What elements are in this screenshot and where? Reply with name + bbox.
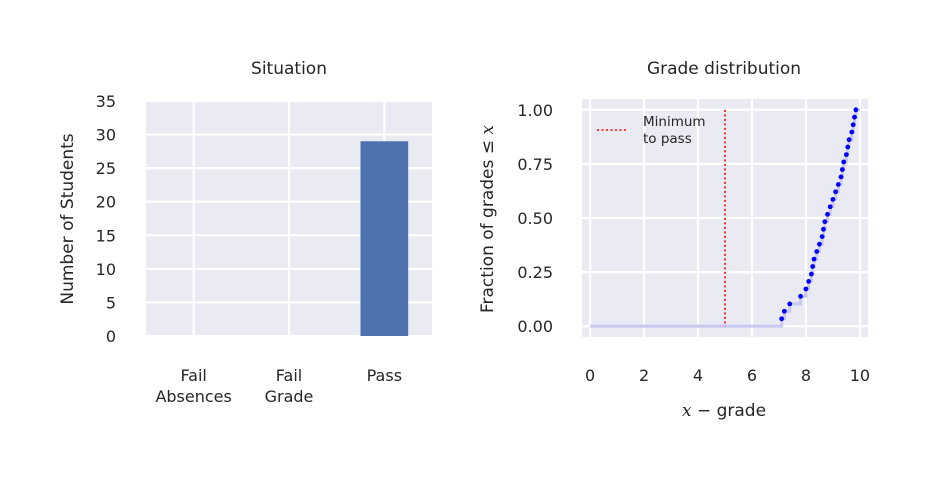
cdf-point bbox=[853, 107, 859, 113]
cdf-x-tick-labels: 0 2 4 6 8 10 bbox=[585, 366, 870, 385]
cdf-point bbox=[838, 174, 844, 180]
bar-y-tick-label: 15 bbox=[96, 226, 116, 245]
bar-y-axis-label: Number of Students bbox=[58, 133, 78, 304]
bar-x-tick-label: Fail bbox=[276, 366, 302, 385]
bar-x-tick-labels: Fail Absences Fail Grade Pass bbox=[155, 366, 402, 406]
bar-x-tick-label: Pass bbox=[367, 366, 402, 385]
cdf-points bbox=[779, 107, 859, 322]
cdf-point bbox=[833, 189, 839, 195]
cdf-point bbox=[841, 159, 847, 165]
bar-y-tick-label: 20 bbox=[96, 193, 116, 212]
bar-x-tick-label: Absences bbox=[155, 387, 231, 406]
cdf-point bbox=[781, 308, 787, 314]
cdf-x-tick-label: 4 bbox=[693, 366, 703, 385]
bar-chart-title: Situation bbox=[251, 59, 327, 79]
cdf-point bbox=[821, 226, 826, 232]
bar bbox=[360, 141, 409, 336]
cdf-y-tick-label: 0.25 bbox=[517, 263, 553, 282]
cdf-point bbox=[811, 256, 817, 262]
cdf-point bbox=[806, 278, 812, 284]
bar-y-tick-label: 10 bbox=[96, 260, 116, 279]
cdf-point bbox=[814, 249, 820, 254]
cdf-chart-title: Grade distribution bbox=[647, 59, 801, 79]
cdf-point bbox=[844, 152, 849, 158]
situation-bar-chart: 0 5 10 15 20 25 30 35 Fail Absences Fail Grade Pass… bbox=[58, 59, 432, 406]
cdf-point bbox=[835, 182, 841, 187]
cdf-point bbox=[803, 286, 809, 292]
cdf-x-axis-label: x − grade bbox=[682, 401, 766, 421]
cdf-point bbox=[849, 129, 855, 135]
cdf-point bbox=[850, 122, 856, 128]
cdf-point bbox=[779, 316, 785, 322]
cdf-point bbox=[817, 241, 822, 247]
cdf-legend: Minimum to pass bbox=[597, 114, 706, 147]
bar-x-tick-label: Grade bbox=[265, 387, 314, 406]
legend-label-line-1: Minimum bbox=[643, 114, 706, 130]
cdf-x-tick-label: 2 bbox=[639, 366, 649, 385]
bar-y-tick-label: 30 bbox=[96, 126, 116, 145]
cdf-y-tick-label: 0.75 bbox=[517, 155, 553, 174]
cdf-x-axis-label-text: − grade bbox=[692, 401, 767, 421]
cdf-point bbox=[787, 301, 793, 307]
bar-x-tick-label: Fail bbox=[180, 366, 206, 385]
cdf-x-tick-label: 6 bbox=[747, 366, 757, 385]
cdf-point bbox=[845, 144, 851, 150]
bar-y-tick-label: 5 bbox=[106, 293, 116, 312]
cdf-point bbox=[830, 196, 836, 202]
bar-y-tick-label: 25 bbox=[96, 159, 116, 178]
cdf-point bbox=[827, 204, 833, 210]
bar-y-tick-label: 35 bbox=[96, 92, 116, 111]
cdf-point bbox=[839, 167, 845, 172]
bar-y-tick-labels: 0 5 10 15 20 25 30 35 bbox=[96, 92, 116, 346]
cdf-point bbox=[852, 114, 857, 120]
cdf-y-tick-label: 0.00 bbox=[517, 317, 553, 336]
cdf-point bbox=[808, 271, 814, 277]
cdf-y-axis-label-var: x bbox=[478, 125, 498, 135]
cdf-y-axis-label: Fraction of grades ≤ x bbox=[478, 125, 498, 313]
bar-series bbox=[360, 141, 409, 336]
cdf-point bbox=[822, 219, 828, 225]
cdf-x-axis-label-var: x bbox=[682, 401, 692, 421]
cdf-x-tick-label: 8 bbox=[801, 366, 811, 385]
bar-y-tick-label: 0 bbox=[106, 327, 116, 346]
cdf-y-tick-label: 1.00 bbox=[517, 101, 553, 120]
grade-distribution-chart: 0.00 0.25 0.50 0.75 1.00 0 2 4 6 8 10 Grade distr… bbox=[478, 59, 870, 421]
cdf-x-tick-label: 10 bbox=[850, 366, 870, 385]
cdf-point bbox=[819, 234, 825, 240]
cdf-point bbox=[810, 264, 816, 269]
cdf-y-axis-label-text: Fraction of grades ≤ bbox=[478, 135, 498, 313]
cdf-point bbox=[798, 293, 803, 299]
cdf-y-tick-labels: 0.00 0.25 0.50 0.75 1.00 bbox=[517, 101, 553, 336]
cdf-y-tick-label: 0.50 bbox=[517, 209, 553, 228]
cdf-x-tick-label: 0 bbox=[585, 366, 595, 385]
legend-label-line-2: to pass bbox=[643, 131, 692, 147]
cdf-point bbox=[825, 211, 830, 217]
cdf-point bbox=[846, 137, 852, 143]
